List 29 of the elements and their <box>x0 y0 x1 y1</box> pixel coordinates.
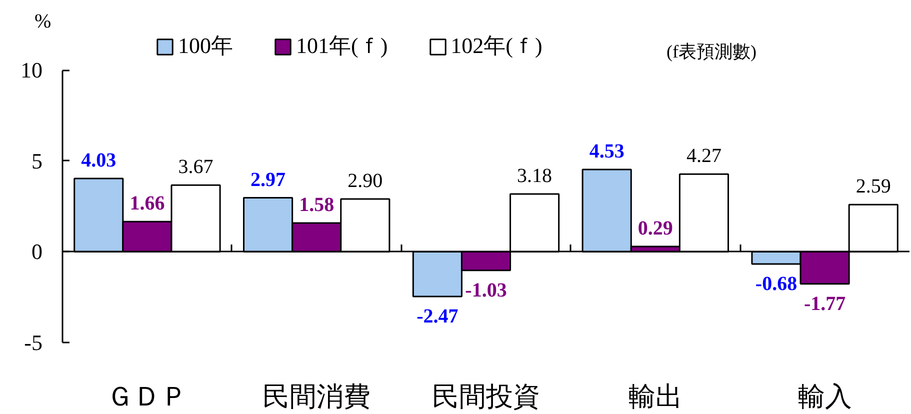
data-label: -0.68 <box>755 273 798 296</box>
data-label: 4.03 <box>81 150 116 172</box>
data-label: 2.97 <box>250 168 286 191</box>
data-label: 3.18 <box>517 164 552 187</box>
x-tick-label: 民間消費 <box>262 382 371 412</box>
data-label: 0.29 <box>638 217 673 240</box>
data-label: -1.03 <box>465 279 507 302</box>
data-label: 1.66 <box>130 192 165 215</box>
legend-label: 102年(ｆ) <box>450 32 542 60</box>
y-tick-label: -5 <box>24 330 42 355</box>
x-tick-label: 輸入 <box>798 382 852 412</box>
text: (f表預測數) <box>666 42 756 62</box>
x-tick-label: 輸出 <box>628 382 682 412</box>
data-label: 1.58 <box>299 194 334 216</box>
data-label: 2.59 <box>856 176 891 198</box>
data-label: 2.90 <box>348 170 383 192</box>
y-tick-label: 10 <box>20 58 42 83</box>
x-tick-label: 民間投資 <box>432 382 540 412</box>
x-tick-label: ＧＤＰ <box>106 382 188 412</box>
y-axis-title: % <box>34 10 52 32</box>
data-label: -1.77 <box>804 292 846 315</box>
legend-label: 100年 <box>178 32 233 60</box>
data-label: 3.67 <box>178 156 214 178</box>
y-tick-label: 0 <box>32 239 42 264</box>
y-tick-label: 5 <box>32 148 42 174</box>
data-label: 4.27 <box>686 145 722 168</box>
data-label: 4.53 <box>589 140 624 162</box>
legend-label: 101年(ｆ) <box>296 32 388 60</box>
data-label: -2.47 <box>416 306 458 328</box>
